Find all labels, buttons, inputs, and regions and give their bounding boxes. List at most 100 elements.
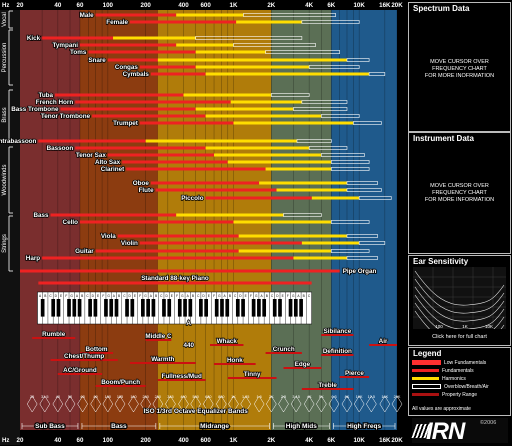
fundamental-bar (107, 153, 215, 157)
overblow-bar (243, 13, 336, 17)
descriptor-label: A (186, 320, 191, 327)
freq-tick-bottom: 2K (267, 437, 275, 444)
freq-tick-top: 1K (230, 2, 238, 9)
freq-tick-top: 2K (267, 2, 275, 9)
ear-curve (414, 278, 505, 314)
overblow-bar (321, 114, 360, 118)
overblow-bar (195, 36, 303, 40)
band-labels: Sub Bass Bass Midrange High Mids High Freqs (21, 422, 396, 431)
descriptor-range (339, 376, 370, 378)
fundamental-bar (88, 50, 196, 54)
overblow-bar (353, 121, 382, 125)
frequency-chart[interactable]: Vocal Percussion Brass Woodwinds Strings Mal… (0, 0, 405, 445)
freq-tick-top: 20K (391, 2, 403, 9)
eq-band-diamond (316, 395, 327, 413)
eq-band-freq: 8K (345, 395, 350, 399)
category-label: Percussion (2, 43, 8, 73)
legend-swatch (412, 369, 439, 373)
band-bg (271, 10, 332, 430)
overblow-bar (368, 72, 386, 76)
harmonic-bar (276, 188, 347, 192)
descriptor-label: Boom/Punch (101, 379, 140, 386)
piano-key-note: G (107, 294, 110, 298)
eq-band-diamond (353, 395, 365, 413)
harmonic-bar (265, 167, 332, 171)
legend-panel: Legend Low Fundamentals Fundamentals Harmo… (408, 347, 511, 416)
descriptor-range (321, 334, 354, 336)
harmonic-bar (238, 234, 347, 238)
descriptor-range (209, 344, 244, 346)
piano-key-note: A (297, 294, 300, 298)
piano-key-note: D (202, 294, 205, 298)
band-label: High Freqs (347, 423, 381, 430)
freq-tick-bottom: 60 (77, 437, 84, 444)
eq-band-diamond (140, 395, 151, 413)
freq-tick-bottom: 600 (200, 437, 211, 444)
freq-tick-bottom: 20K (391, 437, 403, 444)
instrument-label: Female (106, 19, 128, 26)
instrument-label: Toms (70, 49, 87, 56)
fundamental-bar (139, 121, 234, 125)
eq-band-freq: 10K (356, 395, 363, 399)
descriptor-range (50, 359, 118, 361)
eq-band-diamond (391, 395, 403, 413)
overblow-bar (283, 213, 322, 217)
band-bg (157, 10, 272, 430)
band-label: Midrange (200, 423, 229, 430)
piano-key-note: C (49, 294, 52, 298)
logo-year: ©2006 (480, 420, 497, 426)
freq-tick-bottom: 4K (305, 437, 313, 444)
eq-band-diamond (216, 395, 227, 413)
harmonic-bar (230, 100, 302, 104)
ear-panel-link[interactable]: Click here for full chart (432, 334, 487, 340)
eq-band-diamond (266, 395, 277, 413)
eq-band-diamond (39, 395, 51, 413)
fundamental-bar (75, 146, 206, 150)
instrument-label: Oboe (133, 180, 150, 187)
instrument-label: Viola (101, 233, 116, 240)
legend-item: Harmonics (412, 376, 466, 382)
eq-band-freq: 500 (193, 395, 199, 399)
harmonic-bar (205, 146, 310, 150)
piano-key-note: B (118, 294, 120, 298)
ear-curve (414, 286, 505, 322)
fundamental-bar (79, 43, 177, 47)
piano-key-note: C (308, 294, 311, 298)
ear-sensitivity-panel[interactable]: Ear Sensitivity 100 1K 10K Click here for … (408, 255, 511, 346)
freq-tick-top: 400 (178, 2, 189, 9)
eq-band-freq: 125 (117, 395, 123, 399)
descriptor-label: Bottom (85, 346, 107, 353)
eq-band-freq: 5K (319, 395, 324, 399)
descriptor-range (227, 377, 277, 379)
piano-key-note: E (134, 294, 136, 298)
eq-band-diamond (228, 395, 239, 413)
fundamental-bar (139, 65, 196, 69)
instrument-label: Flute (139, 187, 155, 194)
fundamental-bar (42, 256, 294, 260)
freq-tick-bottom: 100 (103, 437, 114, 444)
eq-band-freq: 630 (205, 395, 211, 399)
category-label: Strings (2, 234, 8, 253)
eq-band-freq: 16K (381, 395, 388, 399)
overblow-bar (346, 188, 382, 192)
fundamental-bar (95, 249, 239, 253)
eq-band-freq: 400 (180, 395, 186, 399)
ear-graph-bg (413, 267, 506, 329)
eq-band-freq: 2.5 (281, 395, 286, 399)
descriptor-range (301, 388, 354, 390)
freq-tick-top: 6K (327, 2, 335, 9)
fundamental-bar (139, 241, 302, 245)
instrument-label: Clarinet (101, 166, 125, 173)
harmonic-bar (293, 256, 347, 260)
freq-tick-bottom: 200 (141, 437, 152, 444)
piano-key-note: F (102, 294, 104, 298)
overblow-bar (293, 107, 348, 111)
piano-key-note: B (81, 294, 83, 298)
eq-band-freq: 200 (142, 395, 148, 399)
instrument-label: Cello (63, 219, 79, 226)
overblow-bar (346, 58, 370, 62)
harmonic-bar (311, 196, 360, 200)
harmonic-bar (176, 43, 234, 47)
fundamental-bar (155, 188, 277, 192)
harmonic-bar (145, 139, 297, 143)
